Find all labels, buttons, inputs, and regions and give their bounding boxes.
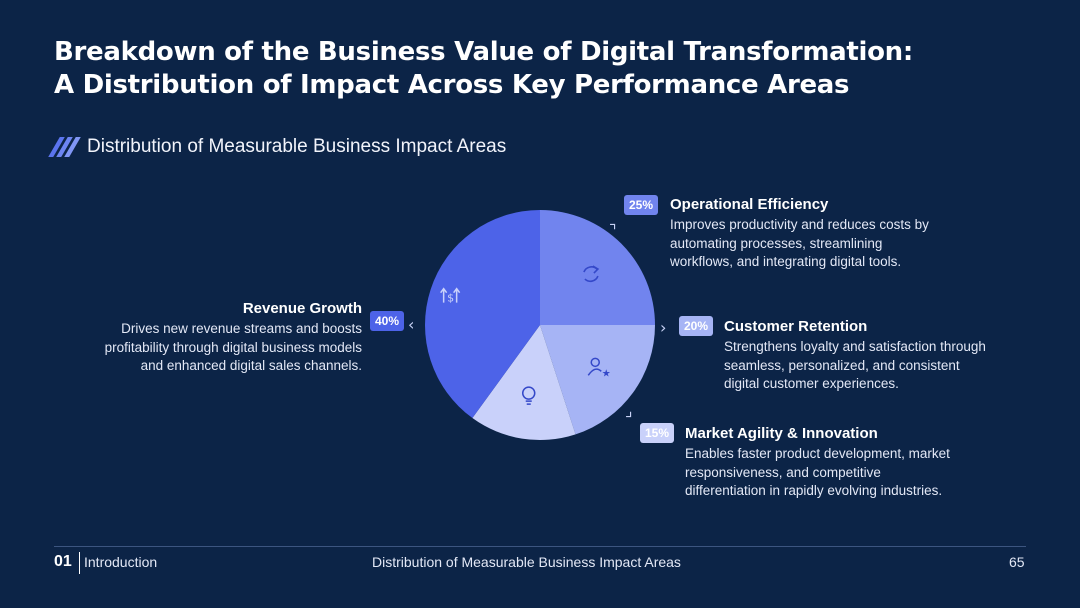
- page-title: Breakdown of the Business Value of Digit…: [54, 36, 1034, 102]
- badge-revenue-growth: 40%: [370, 311, 405, 331]
- label-customer-retention: Customer Retention Strengthens loyalty a…: [724, 318, 1044, 394]
- footer-chart-title: Distribution of Measurable Business Impa…: [372, 554, 681, 570]
- label-description: Strengthens loyalty and satisfaction thr…: [724, 339, 986, 391]
- label-title: Market Agility & Innovation: [685, 425, 878, 442]
- label-market-agility: Market Agility & Innovation Enables fast…: [685, 425, 1045, 501]
- footer-divider: [54, 546, 1026, 547]
- label-title: Customer Retention: [724, 318, 868, 335]
- label-title: Revenue Growth: [242, 300, 362, 317]
- title-line-2: A Distribution of Impact Across Key Perf…: [54, 70, 850, 100]
- svg-text:★: ★: [602, 368, 611, 379]
- pie-slice-revenue-growth: [425, 210, 540, 419]
- footer-section-number: 01: [54, 553, 72, 570]
- sync-icon: [583, 265, 600, 283]
- connector-market-agility: ⌟: [625, 401, 633, 420]
- label-operational-efficiency: Operational Efficiency Improves producti…: [670, 196, 1030, 272]
- connector-operational-efficiency: ⌝: [609, 221, 617, 240]
- badge-market-agility: 15%: [640, 423, 675, 443]
- label-description: Improves productivity and reduces costs …: [670, 217, 929, 269]
- footer-section-name: Introduction: [84, 554, 158, 570]
- label-revenue-growth: Revenue Growth Drives new revenue stream…: [40, 300, 362, 376]
- badge-customer-retention: 20%: [679, 316, 714, 336]
- growth-arrows-icon: $: [440, 287, 461, 305]
- pie-slice-market-agility-innovation: [472, 325, 576, 440]
- footer-separator: [79, 552, 80, 574]
- user-star-icon: ★: [587, 357, 611, 379]
- label-description: Enables faster product development, mark…: [685, 446, 950, 498]
- title-line-1: Breakdown of the Business Value of Digit…: [54, 37, 913, 67]
- lightbulb-icon: [521, 386, 536, 405]
- pie-slice-customer-retention: [540, 325, 655, 435]
- badge-operational-efficiency: 25%: [624, 195, 659, 215]
- page-number: 65: [1009, 554, 1025, 570]
- label-description: Drives new revenue streams and boosts pr…: [104, 321, 362, 373]
- pie-slice-operational-efficiency: [540, 210, 655, 325]
- chart-subtitle: Distribution of Measurable Business Impa…: [87, 136, 507, 157]
- label-title: Operational Efficiency: [670, 196, 829, 213]
- connector-revenue-growth: ‹: [408, 315, 414, 334]
- svg-text:$: $: [447, 292, 454, 305]
- connector-customer-retention: ›: [660, 318, 666, 337]
- subtitle-row: Distribution of Measurable Business Impa…: [48, 136, 507, 158]
